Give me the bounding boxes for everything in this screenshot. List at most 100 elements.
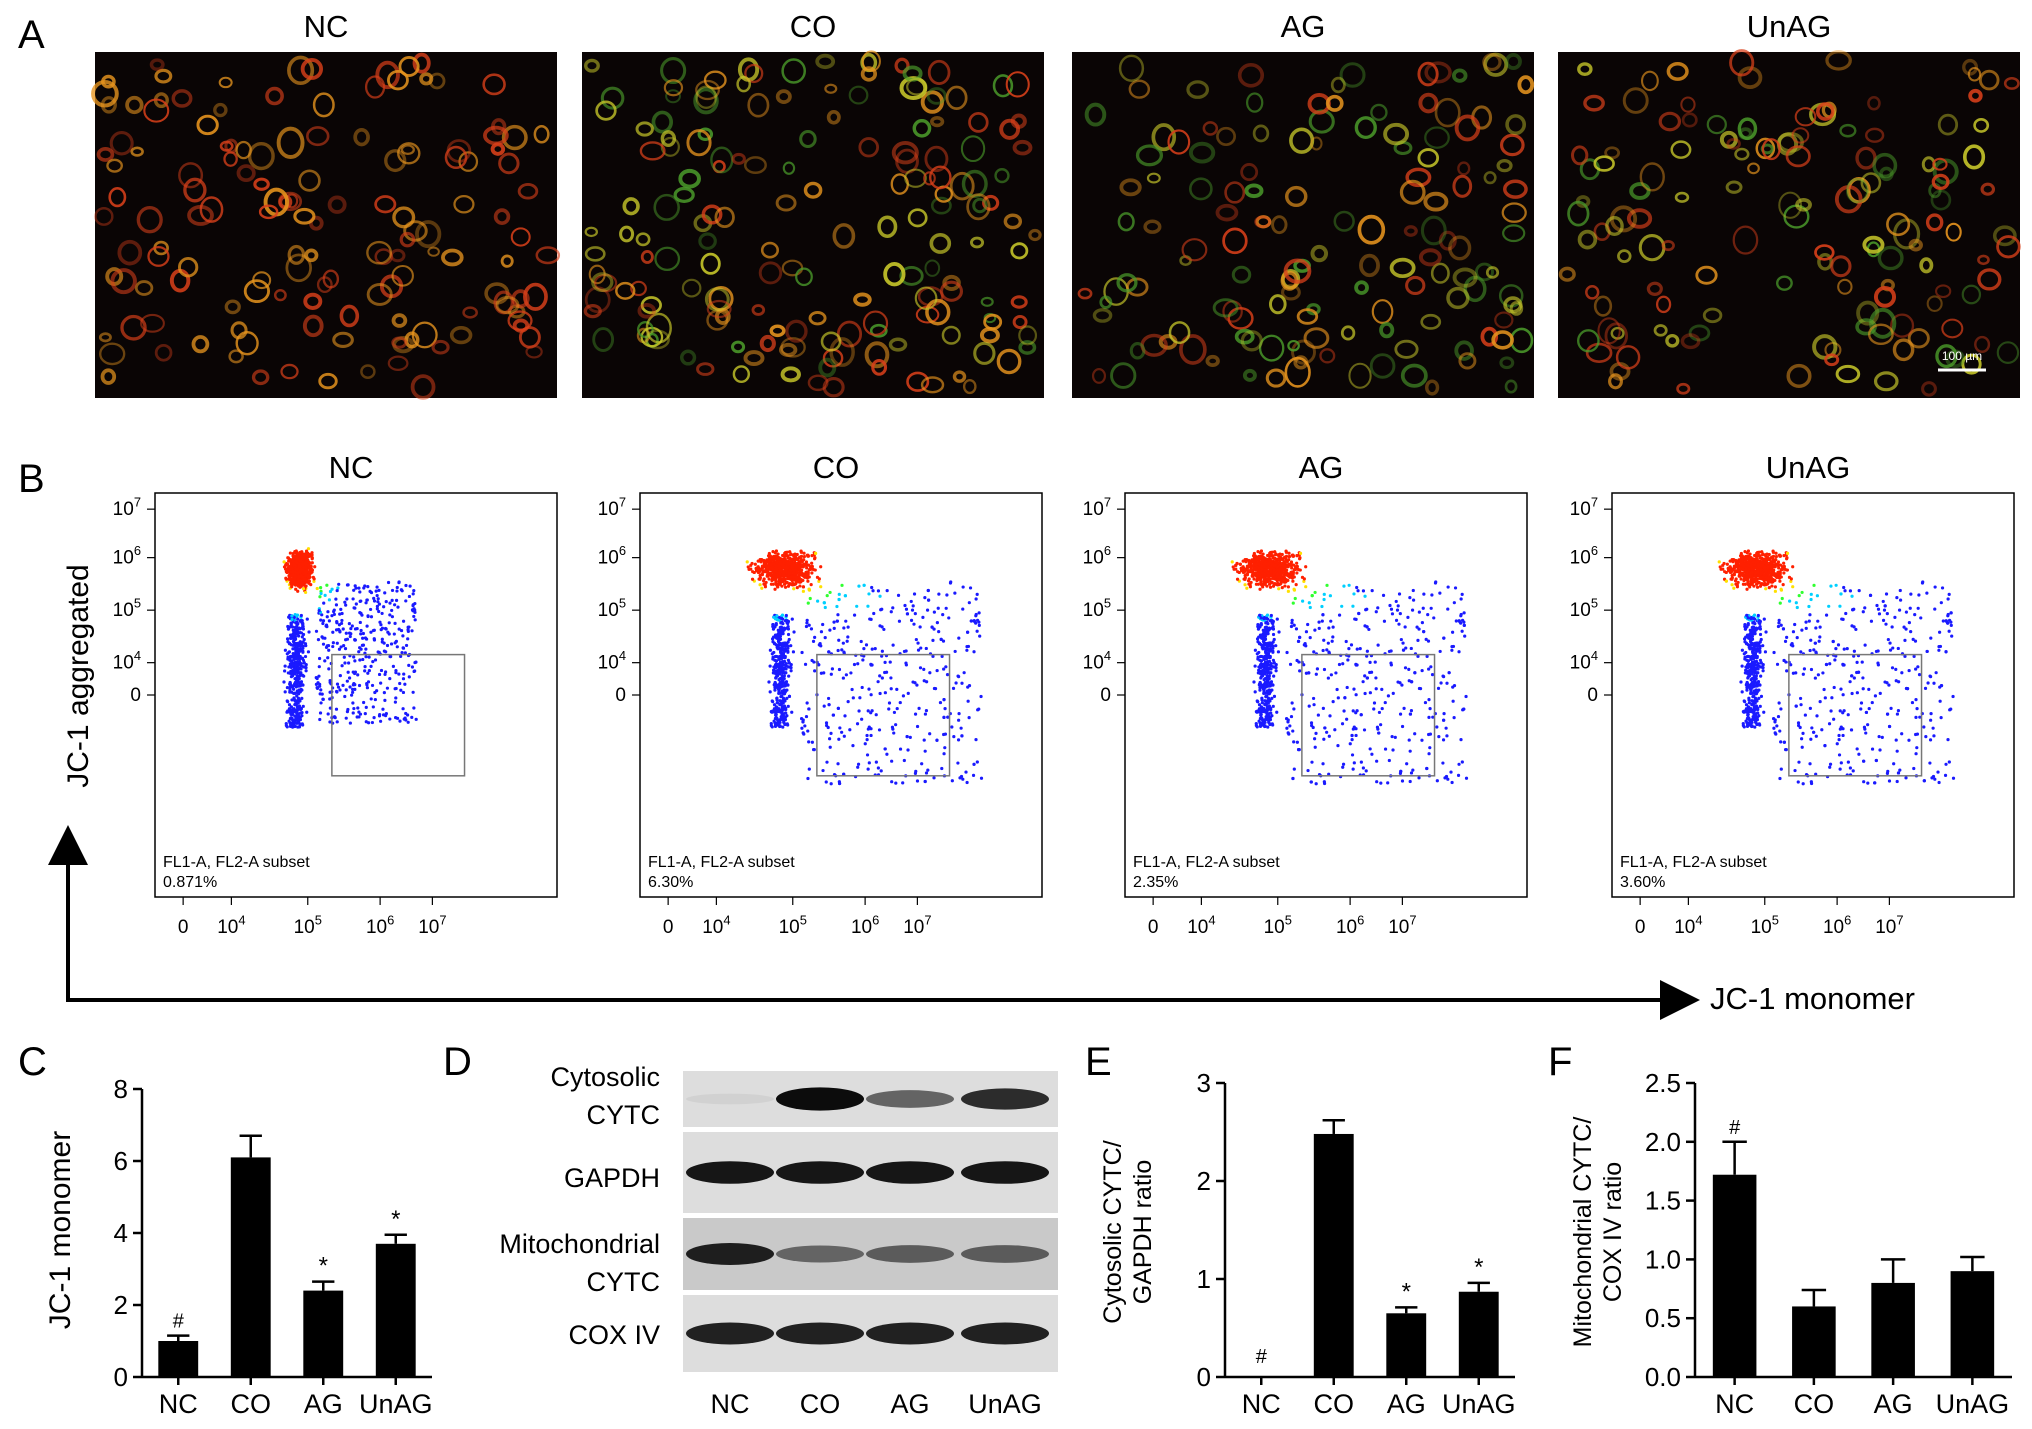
event-dot [775,571,779,575]
event-dot [1375,780,1379,784]
event-dot [840,583,844,587]
event-dot [1422,592,1426,596]
cell [391,336,408,349]
event-dot [837,597,841,602]
event-dot [782,677,786,681]
event-dot [1329,619,1333,623]
event-dot [807,575,811,579]
event-dot [1355,647,1359,651]
event-dot [819,565,823,569]
cell [1930,189,1952,211]
cell [458,151,479,172]
event-dot [390,598,394,602]
event-dot [767,551,771,556]
event-dot [941,639,946,643]
event-dot [1235,577,1240,581]
event-dot [1274,666,1278,670]
cell [495,295,520,315]
event-dot [762,577,766,581]
event-dot [397,627,401,631]
cell [778,342,798,357]
event-dot [302,674,306,678]
cell [759,334,776,353]
event-dot [784,681,788,685]
event-dot [1297,660,1301,664]
event-dot [1311,725,1315,730]
cell [1418,92,1439,114]
event-dot [289,582,293,586]
event-dot [941,613,945,617]
event-dot [294,551,298,555]
event-dot [768,664,772,668]
event-dot [805,621,809,625]
event-dot [285,637,290,641]
event-dot [902,649,907,654]
cell [1824,353,1840,367]
cell [130,146,144,157]
event-dot [1457,619,1461,623]
event-dot [777,579,781,583]
event-dot [1421,606,1425,610]
event-dot [1341,762,1346,766]
event-dot [866,767,870,771]
cell [1370,103,1388,122]
event-dot [1350,738,1354,742]
event-dot [294,685,298,689]
cell [308,215,324,231]
event-dot [283,690,287,694]
event-dot [383,591,387,595]
event-dot [334,597,338,601]
event-dot [300,575,304,579]
cell [941,325,961,345]
event-dot [754,566,758,571]
event-dot [1272,572,1276,576]
event-dot [1314,672,1318,676]
event-dot [829,731,833,735]
event-dot [745,560,749,564]
cell [1126,277,1149,297]
cell [877,215,898,239]
event-dot [926,598,931,602]
event-dot [305,617,309,621]
event-dot [1436,686,1441,690]
event-dot [353,627,358,631]
event-dot [1284,716,1289,721]
cell [1961,284,1982,305]
event-dot [1409,709,1414,713]
event-dot [300,642,304,646]
event-dot [337,582,341,586]
event-dot [285,699,289,703]
event-dot [401,690,406,695]
cell [453,194,475,214]
event-dot [1352,592,1356,596]
event-dot [375,604,379,608]
event-dot [1441,674,1445,678]
event-dot [898,700,902,705]
flow-plot-frame [154,492,558,898]
event-dot [945,593,949,597]
event-dot [1368,747,1372,751]
cell [775,89,792,105]
event-dot [1272,661,1276,665]
event-dot [923,779,927,784]
cell [392,206,416,229]
panel-letter-e: E [1085,1040,1112,1084]
cell [1222,227,1248,255]
event-dot [352,706,356,711]
event-dot [316,637,321,642]
event-dot [1322,638,1326,642]
cell [1348,362,1372,389]
cell [1271,215,1288,235]
event-dot [334,707,339,711]
cell [1434,97,1461,128]
event-dot [368,589,372,593]
event-dot [781,631,785,636]
event-dot [807,740,811,744]
cell [108,187,127,208]
event-dot [913,612,917,616]
event-dot [412,706,416,710]
event-dot [301,562,305,567]
cell [316,276,333,294]
event-dot [351,597,355,601]
event-dot [786,555,790,559]
